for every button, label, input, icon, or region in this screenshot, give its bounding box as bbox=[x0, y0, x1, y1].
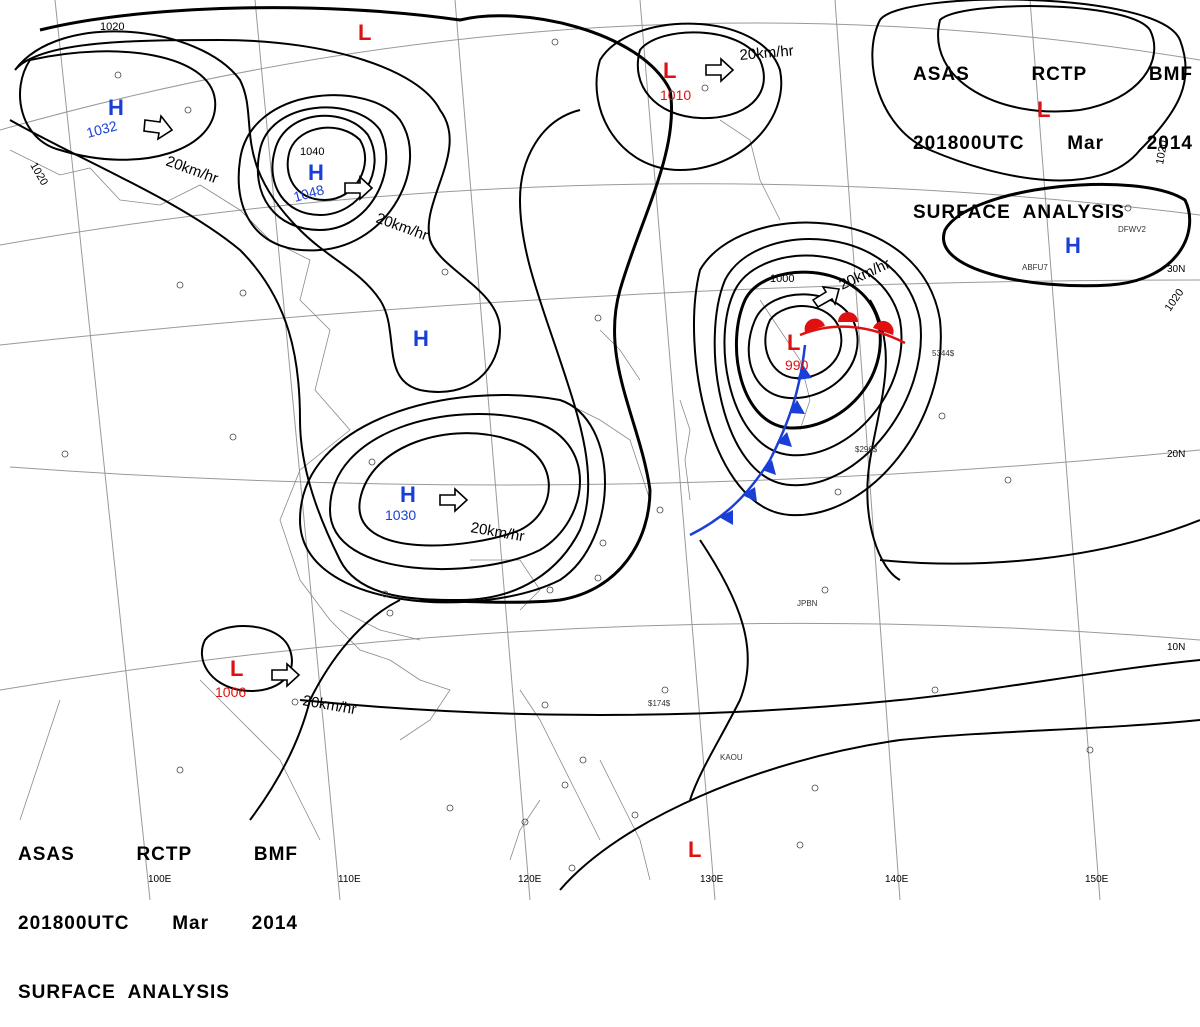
movement-arrow bbox=[811, 286, 841, 309]
header-field: Mar bbox=[172, 913, 209, 934]
header-title: SURFACE ANALYSIS bbox=[18, 982, 230, 1003]
lon-label: 100E bbox=[148, 874, 172, 885]
low-center: L bbox=[358, 20, 371, 45]
station-id: $174$ bbox=[648, 699, 671, 708]
graticule bbox=[0, 0, 1200, 900]
header-field: 201800UTC bbox=[18, 913, 130, 934]
high-center-1048: H bbox=[308, 160, 324, 185]
low-center: L bbox=[688, 837, 701, 862]
lon-label: 130E bbox=[700, 874, 724, 885]
station-id: DFWV2 bbox=[1118, 225, 1147, 234]
lon-label: 120E bbox=[518, 874, 542, 885]
lon-label: 150E bbox=[1085, 874, 1109, 885]
low-center-1006: L bbox=[230, 656, 243, 681]
header-field: 2014 bbox=[1146, 133, 1193, 154]
lat-label: 30N bbox=[1167, 264, 1185, 275]
high-center-1030: H bbox=[400, 482, 416, 507]
header-field: RCTP bbox=[136, 844, 193, 865]
header-field: RCTP bbox=[1031, 64, 1088, 85]
header-field: 201800UTC bbox=[913, 133, 1025, 154]
low-center-1010: L bbox=[663, 58, 676, 83]
speed-label: 20km/hr bbox=[739, 42, 794, 64]
chart-header-bottom-left: ASAS RCTP BMF 201800UTC Mar 2014 SURFACE ANA… bbox=[18, 797, 298, 1027]
header-field: ASAS bbox=[18, 844, 75, 865]
low-value: 990 bbox=[785, 357, 809, 373]
high-center: H bbox=[413, 326, 429, 351]
header-field: BMF bbox=[253, 844, 298, 865]
cold-front bbox=[689, 344, 812, 537]
station-id: KAOU bbox=[720, 753, 743, 762]
station-ids: ABFU7 DFWV2 5344$ JPBN KAOU $296$ $174$ bbox=[648, 225, 1147, 762]
station-id: JPBN bbox=[797, 599, 818, 608]
station-id: $296$ bbox=[855, 445, 878, 454]
header-title: SURFACE ANALYSIS bbox=[913, 202, 1125, 223]
isobar-label: 1000 bbox=[770, 273, 794, 285]
isobar-label: 1020 bbox=[1154, 139, 1170, 165]
pressure-centers: H 1032 H 1048 H 1030 H H L 1010 L 990 L … bbox=[85, 20, 1081, 862]
movement-arrow bbox=[344, 175, 374, 201]
lat-label: 20N bbox=[1167, 449, 1185, 460]
warm-front bbox=[799, 312, 906, 345]
high-value: 1032 bbox=[85, 117, 119, 141]
isobar-label: 1040 bbox=[300, 146, 324, 158]
movement-arrow bbox=[143, 114, 174, 141]
movement-arrow bbox=[705, 57, 735, 83]
lon-label: 110E bbox=[338, 874, 361, 885]
chart-header-top-right: ASAS RCTP BMF 201800UTC Mar 2014 SURFACE ANA… bbox=[913, 17, 1193, 247]
station-id: 5344$ bbox=[932, 349, 955, 358]
header-field: 2014 bbox=[251, 913, 298, 934]
lon-label: 140E bbox=[885, 874, 909, 885]
movement-vectors bbox=[143, 57, 841, 688]
high-center-1032: H bbox=[108, 95, 124, 120]
movement-arrow bbox=[439, 487, 469, 513]
graticule-labels: 100E 110E 120E 130E 140E 150E 30N 20N 10… bbox=[148, 264, 1185, 885]
low-center-990: L bbox=[787, 330, 800, 355]
lat-label: 10N bbox=[1167, 642, 1185, 653]
coastlines bbox=[9, 119, 811, 881]
weather-map: 1020 1020 1040 1000 1020 1020 H 1032 H 1… bbox=[0, 0, 1200, 900]
header-field: Mar bbox=[1067, 133, 1104, 154]
header-field: ASAS bbox=[913, 64, 970, 85]
high-value: 1030 bbox=[385, 507, 416, 523]
isobars bbox=[9, 0, 1200, 891]
low-value: 1006 bbox=[215, 684, 246, 700]
station-plots bbox=[61, 38, 1132, 872]
low-center: L bbox=[1037, 97, 1050, 122]
high-value: 1048 bbox=[292, 181, 326, 205]
low-value: 1010 bbox=[660, 87, 691, 103]
high-center: H bbox=[1065, 233, 1081, 258]
header-field: BMF bbox=[1148, 64, 1193, 85]
station-id: ABFU7 bbox=[1022, 263, 1048, 272]
movement-arrow bbox=[271, 662, 301, 688]
isobar-label: 1020 bbox=[100, 21, 124, 33]
